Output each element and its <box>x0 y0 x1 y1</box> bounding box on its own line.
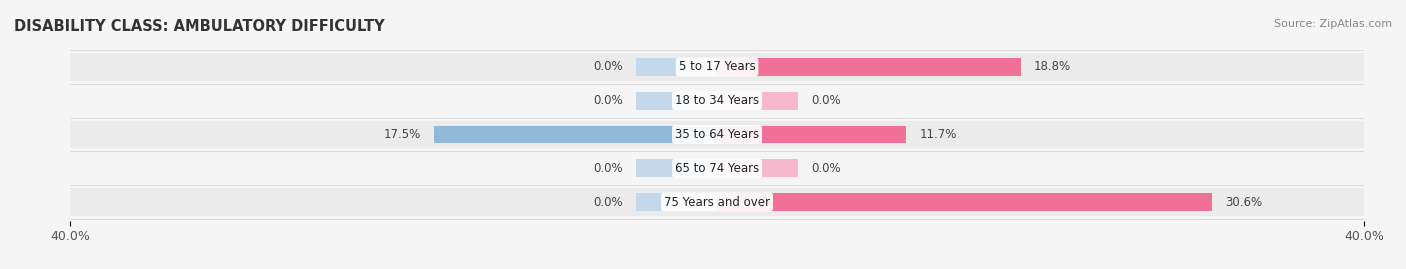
Text: 5 to 17 Years: 5 to 17 Years <box>679 61 755 73</box>
Text: 0.0%: 0.0% <box>811 94 841 107</box>
Bar <box>717 58 1021 76</box>
Text: 30.6%: 30.6% <box>1225 196 1263 208</box>
Text: 18.8%: 18.8% <box>1033 61 1071 73</box>
Bar <box>636 160 717 177</box>
Text: DISABILITY CLASS: AMBULATORY DIFFICULTY: DISABILITY CLASS: AMBULATORY DIFFICULTY <box>14 19 385 34</box>
Bar <box>636 92 717 109</box>
Bar <box>70 87 1364 115</box>
Bar <box>70 53 1364 81</box>
Text: 75 Years and over: 75 Years and over <box>664 196 770 208</box>
Text: 17.5%: 17.5% <box>384 128 422 141</box>
Bar <box>717 92 799 109</box>
Bar <box>636 58 717 76</box>
Text: 65 to 74 Years: 65 to 74 Years <box>675 162 759 175</box>
Text: 11.7%: 11.7% <box>920 128 956 141</box>
Text: 0.0%: 0.0% <box>593 94 623 107</box>
Text: 0.0%: 0.0% <box>593 162 623 175</box>
Bar <box>70 188 1364 216</box>
Text: 0.0%: 0.0% <box>593 61 623 73</box>
Bar <box>70 154 1364 182</box>
Text: Source: ZipAtlas.com: Source: ZipAtlas.com <box>1274 19 1392 29</box>
Bar <box>717 126 907 143</box>
Bar <box>717 193 1212 211</box>
Text: 35 to 64 Years: 35 to 64 Years <box>675 128 759 141</box>
Bar <box>70 121 1364 148</box>
Text: 18 to 34 Years: 18 to 34 Years <box>675 94 759 107</box>
Bar <box>636 193 717 211</box>
Bar <box>717 160 799 177</box>
Text: 0.0%: 0.0% <box>811 162 841 175</box>
Text: 0.0%: 0.0% <box>593 196 623 208</box>
Bar <box>434 126 717 143</box>
